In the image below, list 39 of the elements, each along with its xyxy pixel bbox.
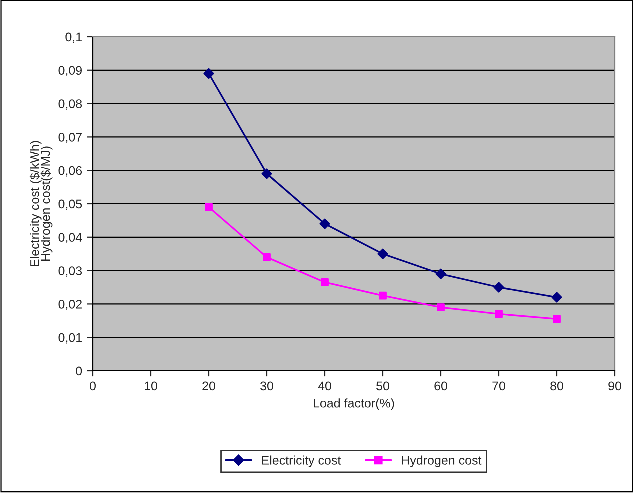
y-tick-label: 0,01 (58, 333, 82, 344)
y-tick-label: 0 (76, 366, 82, 376)
x-tick-label: 80 (550, 382, 564, 391)
point (495, 310, 503, 318)
point (553, 315, 561, 324)
x-tick-label: 50 (376, 382, 390, 391)
x-tick-label: 20 (202, 382, 216, 391)
point (437, 304, 445, 312)
point (320, 218, 330, 230)
y-tick-label: 0,06 (58, 166, 82, 177)
y-tick-label: 0,09 (58, 66, 82, 77)
legend-label: Electricity cost (262, 456, 342, 468)
y-tick-label: 0,07 (58, 133, 82, 144)
x-tick-label: 0 (90, 382, 96, 391)
legend-label: Hydrogen cost (402, 456, 482, 468)
point (205, 203, 213, 212)
x-tick-label: 60 (434, 382, 448, 391)
y-tick-label: 0,02 (58, 300, 82, 310)
x-tick-label: 70 (492, 382, 506, 391)
point (552, 292, 562, 303)
x-tick-label: 90 (608, 382, 622, 391)
point (204, 68, 214, 80)
point (494, 282, 504, 293)
y-tick-label: 0,03 (58, 266, 82, 277)
point (262, 168, 272, 180)
x-tick-label: 10 (145, 382, 158, 391)
x-tick-label: 30 (260, 382, 274, 391)
point (321, 278, 329, 286)
point (378, 248, 388, 260)
x-tick-label: 40 (318, 382, 332, 391)
y-tick-label: 0,1 (66, 32, 82, 44)
point (263, 253, 271, 262)
y-tick-label: 0,08 (58, 100, 82, 110)
y-tick-label: 0,05 (58, 200, 82, 210)
y-tick-label: 0,04 (58, 233, 82, 244)
point (436, 268, 446, 280)
x-axis-title: Load factor(%) (314, 398, 394, 410)
point (379, 292, 387, 300)
y-axis-title: Electricity cost ($/kWh) Hydrogen cost($/MJ) (30, 141, 53, 267)
